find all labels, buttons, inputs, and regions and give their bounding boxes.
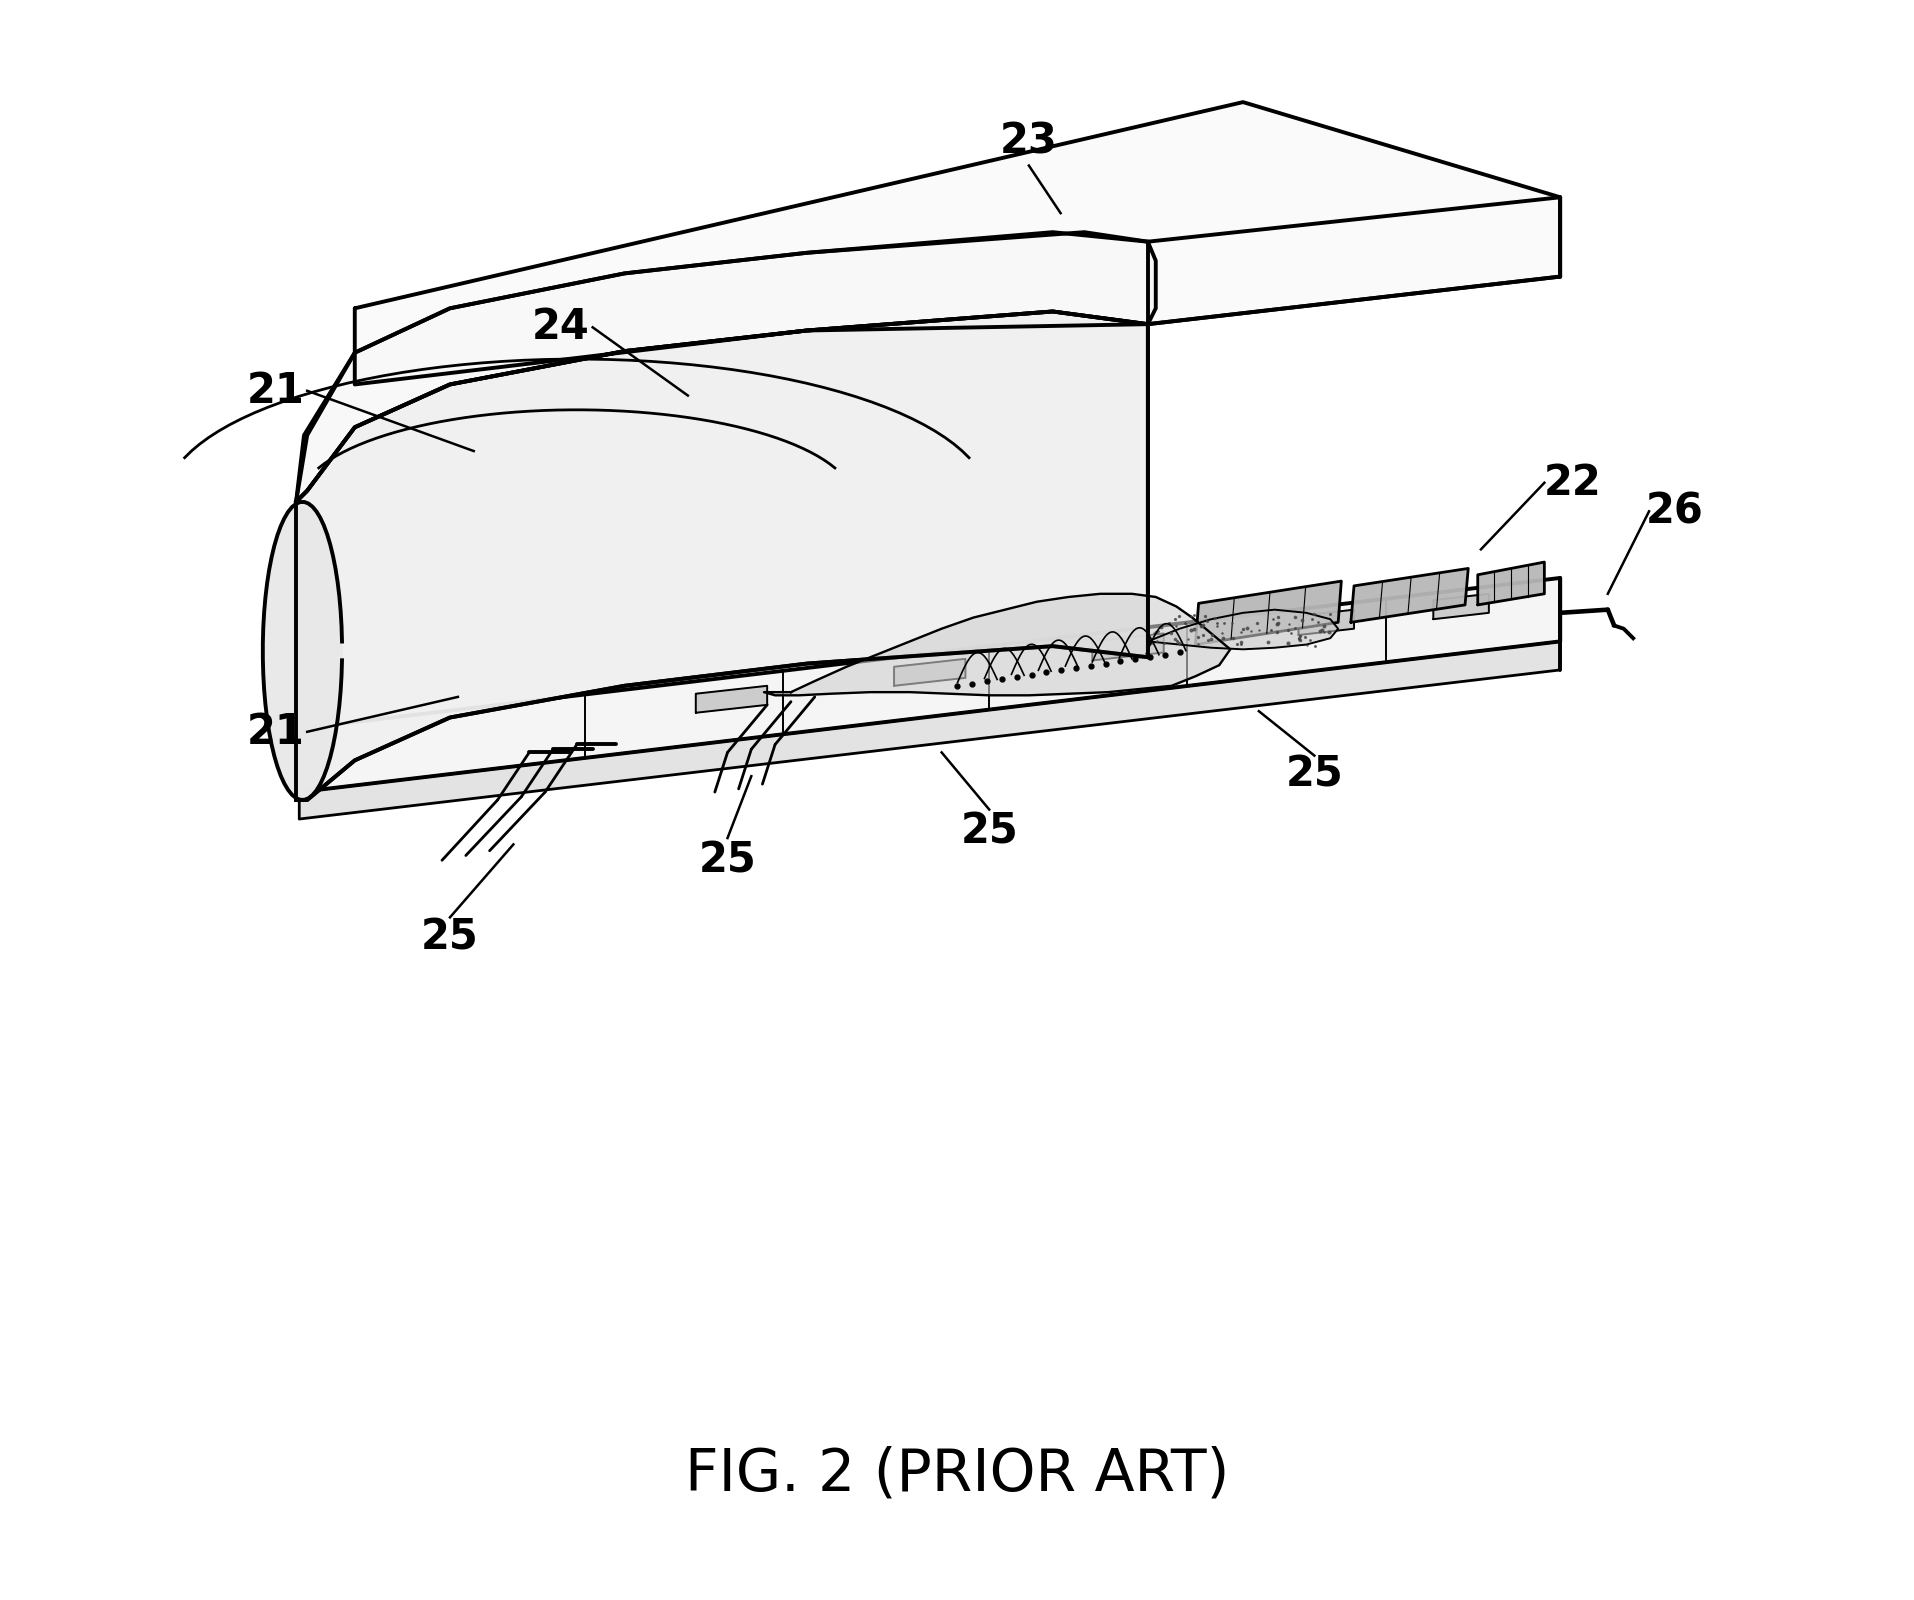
Polygon shape — [299, 642, 1560, 819]
Polygon shape — [1298, 610, 1353, 635]
Text: 23: 23 — [999, 120, 1057, 163]
Text: 25: 25 — [421, 917, 478, 958]
Polygon shape — [1194, 581, 1340, 645]
Polygon shape — [297, 232, 1156, 502]
Text: 21: 21 — [247, 710, 304, 752]
Text: 25: 25 — [699, 840, 756, 882]
Polygon shape — [262, 502, 343, 800]
Polygon shape — [297, 312, 1146, 800]
Text: 25: 25 — [1284, 754, 1342, 795]
Polygon shape — [695, 686, 768, 712]
Text: 24: 24 — [532, 306, 590, 349]
Polygon shape — [1478, 562, 1543, 605]
Polygon shape — [354, 102, 1560, 384]
Text: 21: 21 — [247, 370, 304, 411]
Polygon shape — [1146, 610, 1338, 650]
Polygon shape — [894, 659, 965, 686]
Polygon shape — [764, 594, 1229, 696]
Text: FIG. 2 (PRIOR ART): FIG. 2 (PRIOR ART) — [685, 1445, 1229, 1502]
Text: 25: 25 — [959, 811, 1018, 853]
Polygon shape — [1432, 594, 1487, 619]
Polygon shape — [1091, 634, 1164, 661]
Text: 22: 22 — [1543, 462, 1600, 504]
Polygon shape — [299, 578, 1560, 792]
Text: 26: 26 — [1644, 490, 1702, 533]
Polygon shape — [1349, 568, 1468, 622]
